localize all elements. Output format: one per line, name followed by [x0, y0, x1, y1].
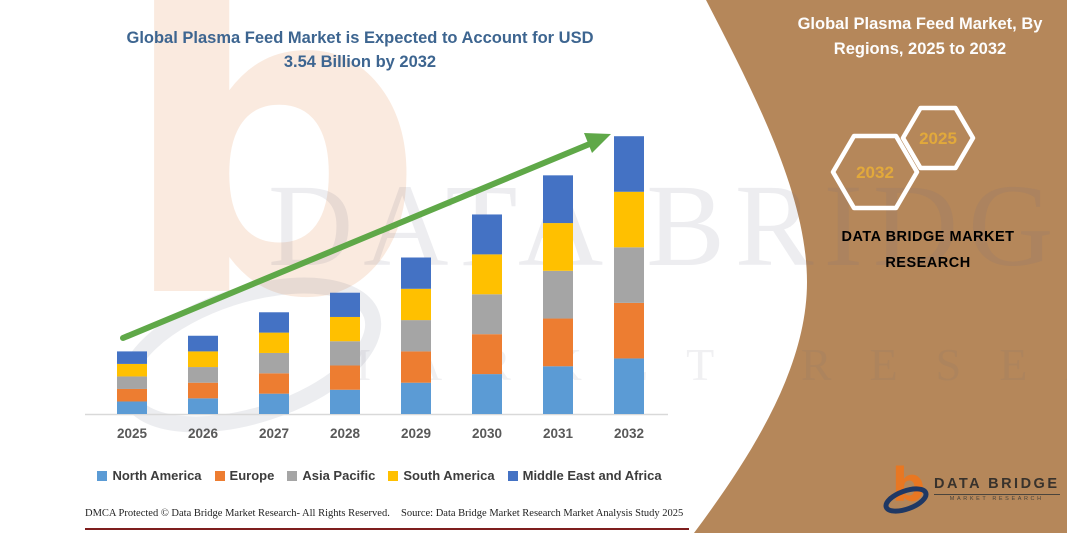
chart-title-line1: Global Plasma Feed Market is Expected to…: [126, 29, 594, 47]
databridge-logo-subtitle: MARKET RESEARCH: [934, 493, 1060, 502]
side-panel-title: Global Plasma Feed Market, By Regions, 2…: [797, 15, 1043, 58]
legend-item-europe: Europe: [214, 468, 275, 483]
bar-segment-south-america-2025: [117, 363, 147, 377]
bar-segment-north-america-2028: [330, 389, 360, 414]
side-panel-brand-text: DATA BRIDGE MARKET RESEARCH: [841, 229, 1015, 272]
bar-segment-middle-east-and-africa-2031: [543, 175, 573, 224]
hexagon-2025: [900, 105, 976, 171]
trend-arrow-head: [584, 133, 611, 153]
databridge-logo: b DATA BRIDGE MARKET RESEARCH: [882, 458, 1060, 520]
bar-segment-south-america-2032: [614, 191, 644, 248]
legend-marker: [287, 470, 298, 481]
x-axis-label-2030: 2030: [472, 426, 502, 441]
bar-segment-north-america-2031: [543, 366, 573, 414]
bar-segment-asia-pacific-2026: [188, 367, 218, 383]
databridge-logo-text: DATA BRIDGE MARKET RESEARCH: [934, 475, 1060, 502]
bar-segment-middle-east-and-africa-2025: [117, 351, 147, 364]
legend-label: North America: [112, 468, 202, 483]
watermark-b-logo: b: [118, 0, 426, 393]
databridge-logo-icon: b: [882, 458, 934, 519]
legend-label: South America: [403, 468, 495, 483]
x-axis-label-2029: 2029: [401, 426, 431, 441]
bar-segment-south-america-2028: [330, 316, 360, 342]
hexagon-2025-label: 2025: [919, 129, 957, 148]
bar-segment-asia-pacific-2032: [614, 247, 644, 303]
footer-source-text: Source: Data Bridge Market Research Mark…: [401, 508, 684, 519]
bar-segment-south-america-2029: [401, 288, 431, 321]
bar-segment-asia-pacific-2029: [401, 320, 431, 352]
bar-segment-asia-pacific-2025: [117, 376, 147, 389]
bar-segment-europe-2026: [188, 382, 218, 399]
hexagon-2032-label: 2032: [856, 163, 894, 182]
bar-segment-europe-2027: [259, 373, 289, 394]
bar-segment-middle-east-and-africa-2026: [188, 335, 218, 352]
bar-segment-europe-2030: [472, 334, 502, 375]
bar-segment-europe-2029: [401, 351, 431, 383]
x-axis-label-2028: 2028: [330, 426, 361, 441]
hexagon-2032: [830, 133, 920, 211]
chart-legend: North America Europe Asia Pacific South Ame…: [82, 468, 677, 483]
bar-segment-asia-pacific-2031: [543, 270, 573, 319]
bar-segment-asia-pacific-2028: [330, 341, 360, 366]
bar-segment-middle-east-and-africa-2030: [472, 214, 502, 255]
chart-title-line2: 3.54 Billion by 2032: [283, 52, 437, 71]
legend-label: Asia Pacific: [302, 468, 376, 483]
x-axis-label-2027: 2027: [259, 426, 289, 441]
legend-marker: [214, 470, 225, 481]
bar-segment-north-america-2027: [259, 393, 289, 414]
bar-segment-europe-2032: [614, 302, 644, 359]
bar-segment-asia-pacific-2027: [259, 352, 289, 374]
bar-segment-europe-2028: [330, 365, 360, 390]
bar-segment-asia-pacific-2030: [472, 294, 502, 335]
legend-item-middle-east-and-africa: Middle East and Africa: [507, 468, 662, 483]
x-axis-label-2026: 2026: [188, 426, 219, 441]
footer-accent-line: [85, 528, 689, 530]
bar-segment-north-america-2032: [614, 358, 644, 414]
x-axis-label-2025: 2025: [117, 426, 148, 441]
bar-segment-europe-2025: [117, 388, 147, 402]
bar-segment-north-america-2026: [188, 398, 218, 414]
legend-marker: [97, 470, 108, 481]
databridge-logo-name: DATA BRIDGE: [934, 475, 1060, 492]
footer-dmca-text: DMCA Protected © Data Bridge Market Rese…: [85, 508, 390, 519]
bar-segment-middle-east-and-africa-2027: [259, 312, 289, 333]
x-axis-label-2031: 2031: [543, 426, 574, 441]
x-axis-label-2032: 2032: [614, 426, 644, 441]
bar-segment-south-america-2027: [259, 332, 289, 353]
chart-title: Global Plasma Feed Market is Expected to…: [75, 27, 645, 75]
bar-segment-south-america-2031: [543, 223, 573, 271]
legend-item-north-america: North America: [97, 468, 202, 483]
trend-arrow-line: [120, 140, 595, 341]
bar-segment-middle-east-and-africa-2028: [330, 292, 360, 317]
bar-segment-middle-east-and-africa-2029: [401, 257, 431, 289]
legend-marker: [507, 470, 518, 481]
bar-segment-south-america-2030: [472, 254, 502, 295]
bar-segment-europe-2031: [543, 318, 573, 367]
bar-segment-north-america-2030: [472, 374, 502, 414]
year-hexagons: 2032 2025: [830, 105, 976, 211]
legend-item-south-america: South America: [388, 468, 495, 483]
legend-label: Middle East and Africa: [522, 468, 662, 483]
legend-item-asia-pacific: Asia Pacific: [287, 468, 375, 483]
bar-segment-north-america-2029: [401, 382, 431, 414]
legend-marker: [388, 470, 399, 481]
watermark-text-line2: MARKET RESEARCH: [330, 339, 1067, 390]
bar-segment-north-america-2025: [117, 401, 147, 414]
legend-label: Europe: [229, 468, 275, 483]
bar-segment-south-america-2026: [188, 351, 218, 368]
bar-segment-middle-east-and-africa-2032: [614, 136, 644, 192]
